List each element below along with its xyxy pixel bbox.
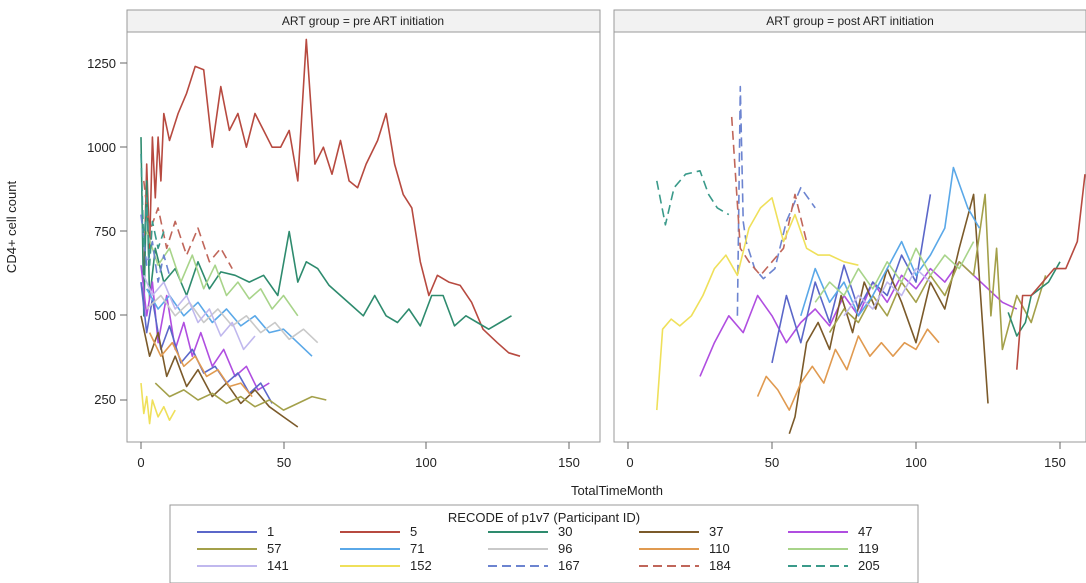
- series-line-167: [140, 214, 171, 283]
- legend-label-1: 1: [267, 524, 274, 539]
- series-line-119: [145, 231, 299, 317]
- series-line-37: [788, 193, 989, 434]
- series-line-184: [143, 180, 233, 269]
- panel-pre-art: ART group = pre ART initiation: [126, 9, 601, 443]
- series-line-30: [140, 137, 512, 331]
- y-axis-label: CD4+ cell count: [4, 181, 19, 274]
- series-line-57: [154, 382, 327, 411]
- legend-box: [169, 504, 919, 583]
- y-tick-label-250: 250: [94, 392, 116, 407]
- series-line-141: [143, 274, 256, 351]
- series-line-205: [140, 153, 165, 267]
- x-tick-label-right-150: 150: [1044, 455, 1066, 470]
- panel-pre-art-title: ART group = pre ART initiation: [282, 14, 444, 28]
- series-line-119: [814, 241, 975, 303]
- x-tick-label-right-100: 100: [905, 455, 927, 470]
- legend: RECODE of p1v7 (Participant ID) 1 5 30 37 47…: [169, 504, 919, 583]
- legend-label-5: 5: [410, 524, 417, 539]
- series-line-152: [140, 383, 176, 425]
- y-tick-label-500: 500: [94, 308, 116, 323]
- legend-label-205: 205: [858, 558, 880, 573]
- x-tick-label-left-150: 150: [558, 455, 580, 470]
- legend-label-167: 167: [558, 558, 580, 573]
- legend-label-37: 37: [709, 524, 723, 539]
- y-tick-label-750: 750: [94, 224, 116, 239]
- series-line-141: [843, 267, 931, 317]
- x-tick-label-right-50: 50: [765, 455, 779, 470]
- x-tick-label-left-100: 100: [415, 455, 437, 470]
- panel-post-art: ART group = post ART initiation: [613, 9, 1086, 443]
- x-tick-label-left-50: 50: [277, 455, 291, 470]
- y-tick-label-1250: 1250: [87, 56, 116, 71]
- series-line-152: [656, 197, 859, 411]
- panel-pre-art-plot-area: [126, 31, 601, 443]
- panel-post-art-plot-area: [613, 31, 1086, 443]
- series-line-96: [146, 294, 319, 344]
- y-tick-label-1000: 1000: [87, 140, 116, 155]
- legend-label-152: 152: [410, 558, 432, 573]
- legend-label-184: 184: [709, 558, 731, 573]
- y-axis: 250 500 750 1000 1250: [87, 56, 127, 407]
- legend-label-71: 71: [410, 541, 424, 556]
- series-line-71: [800, 166, 981, 317]
- legend-label-47: 47: [858, 524, 872, 539]
- legend-label-96: 96: [558, 541, 572, 556]
- legend-label-30: 30: [558, 524, 572, 539]
- panel-post-art-title: ART group = post ART initiation: [766, 14, 934, 28]
- legend-label-141: 141: [267, 558, 289, 573]
- series-line-5: [1016, 174, 1086, 370]
- panel-pre-art-lines: [140, 38, 521, 428]
- panel-post-art-lines: [656, 85, 1086, 434]
- series-line-110: [148, 332, 253, 398]
- legend-items: 1 5 30 37 47 57 71 96 110 119 141 152 167 184 205: [197, 524, 880, 573]
- legend-label-57: 57: [267, 541, 281, 556]
- legend-label-119: 119: [858, 541, 879, 556]
- series-line-184: [730, 116, 808, 277]
- series-line-37: [140, 315, 299, 428]
- x-axis-label: TotalTimeMonth: [571, 483, 663, 498]
- x-axis-left: 0 50 100 150: [137, 442, 580, 470]
- legend-title: RECODE of p1v7 (Participant ID): [448, 510, 640, 525]
- series-line-5: [143, 38, 521, 357]
- x-tick-label-left-0: 0: [137, 455, 144, 470]
- x-axis-right: 0 50 100 150: [626, 442, 1066, 470]
- series-line-1: [771, 194, 932, 364]
- series-line-110: [756, 328, 940, 411]
- x-tick-label-right-0: 0: [626, 455, 633, 470]
- legend-label-110: 110: [709, 541, 730, 556]
